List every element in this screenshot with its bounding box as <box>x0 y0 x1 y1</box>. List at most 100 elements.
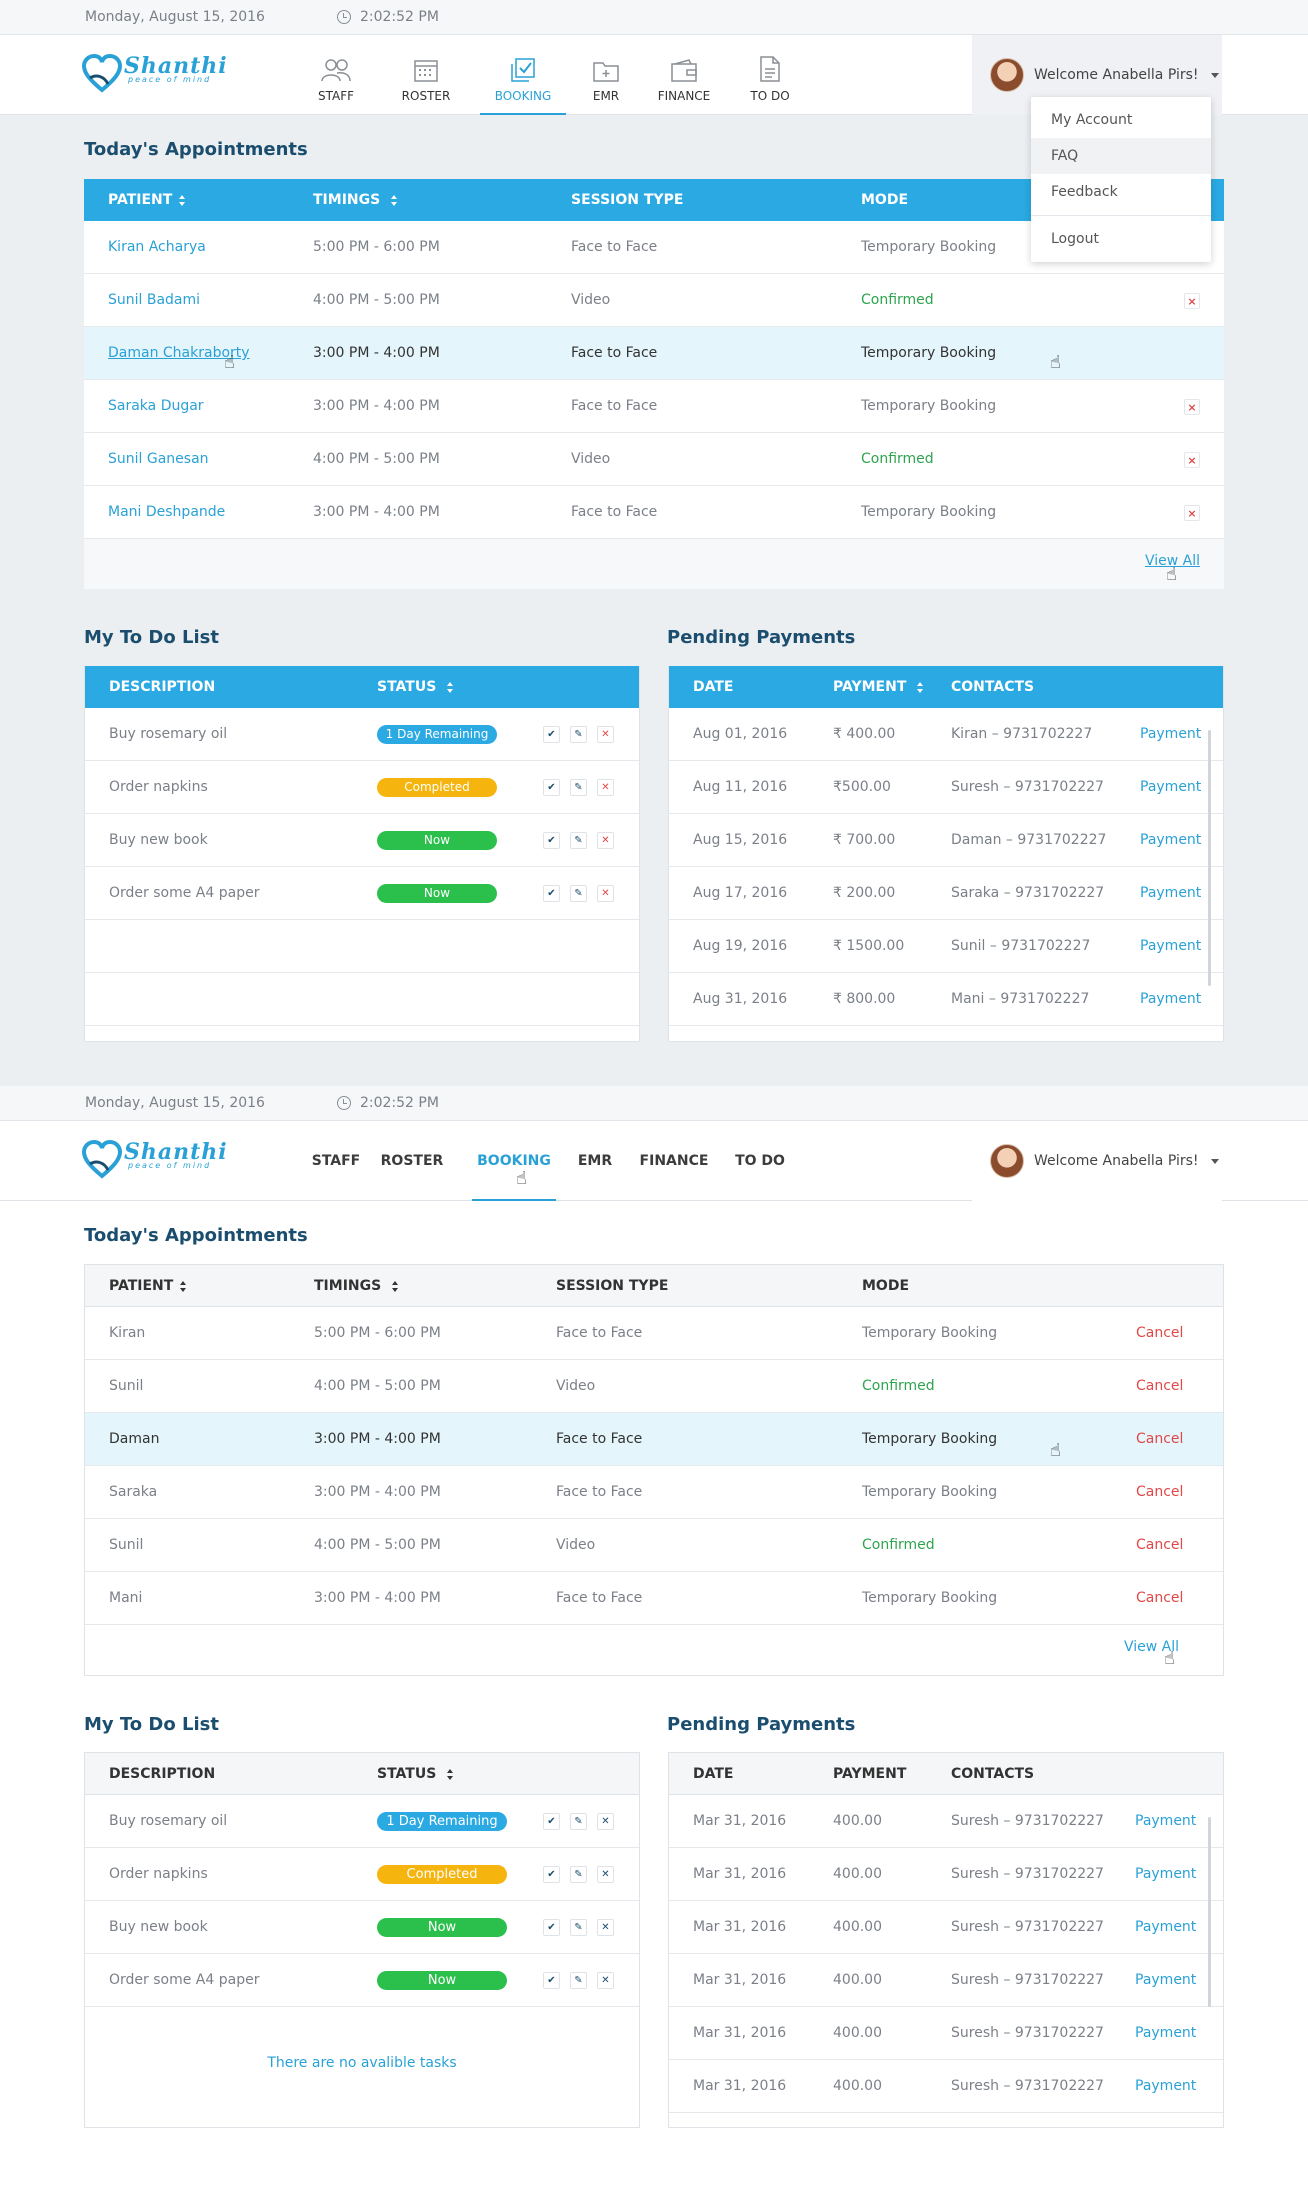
pencil-icon[interactable]: ✎ <box>570 832 587 849</box>
view-all-link[interactable]: View All <box>1123 1639 1179 1655</box>
nav-roster[interactable]: ROSTER <box>372 1121 452 1201</box>
todo-title: My To Do List <box>84 627 219 648</box>
col-label: SESSION TYPE <box>571 192 684 208</box>
cancel-link[interactable]: Cancel <box>1136 1378 1184 1394</box>
scrollbar[interactable] <box>1208 1817 1211 2007</box>
payment-link[interactable]: Payment <box>1135 2078 1197 2094</box>
payment-link[interactable]: Payment <box>1135 1813 1197 1829</box>
col-timings[interactable]: TIMINGS <box>314 1265 399 1307</box>
menu-item-logout[interactable]: Logout <box>1051 231 1099 247</box>
payment-link[interactable]: Payment <box>1135 2025 1197 2041</box>
cancel-link[interactable]: Cancel <box>1136 1537 1184 1553</box>
sort-icon <box>180 1280 187 1292</box>
patient-name[interactable]: Mani Deshpande <box>108 504 226 520</box>
nav-emr[interactable]: EMR <box>570 1121 620 1201</box>
appointment-timing: 3:00 PM - 4:00 PM <box>313 345 440 361</box>
scrollbar[interactable] <box>1208 730 1211 986</box>
payment-link[interactable]: Payment <box>1140 779 1202 795</box>
checkmark-icon[interactable]: ✔ <box>543 726 560 743</box>
logo[interactable]: Shanthi peace of mind <box>82 54 228 94</box>
patient-name[interactable]: Saraka Dugar <box>108 398 204 414</box>
cancel-link[interactable]: Cancel <box>1136 1325 1184 1341</box>
col-patient[interactable]: PATIENT <box>109 1265 187 1307</box>
nav-booking[interactable]: BOOKING <box>480 35 566 115</box>
payment-link[interactable]: Payment <box>1140 991 1202 1007</box>
patient-name[interactable]: Sunil Badami <box>108 292 201 308</box>
nav-finance[interactable]: FINANCE <box>634 1121 714 1201</box>
payment-link[interactable]: Payment <box>1140 938 1202 954</box>
nav-todo[interactable]: TO DO <box>728 1121 792 1201</box>
cancel-link[interactable]: Cancel <box>1136 1431 1184 1447</box>
patient-name[interactable]: Kiran Acharya <box>108 239 206 255</box>
delete-x-icon[interactable]: ✕ <box>597 1919 614 1936</box>
checkmark-icon[interactable]: ✔ <box>543 1919 560 1936</box>
payment-contact: Suresh – 9731702227 <box>951 779 1104 795</box>
nav-roster[interactable]: ROSTER <box>390 35 462 115</box>
col-status[interactable]: STATUS <box>377 1753 454 1795</box>
task-description: Order some A4 paper <box>109 1972 260 1988</box>
col-timings[interactable]: TIMINGS <box>313 179 398 221</box>
payment-link[interactable]: Payment <box>1140 885 1202 901</box>
col-contacts: CONTACTS <box>951 666 1034 708</box>
checkmark-icon[interactable]: ✔ <box>543 1866 560 1883</box>
checkmark-icon[interactable]: ✔ <box>543 1813 560 1830</box>
checkmark-icon[interactable]: ✔ <box>543 832 560 849</box>
pencil-icon[interactable]: ✎ <box>570 1972 587 1989</box>
checkmark-icon[interactable]: ✔ <box>543 779 560 796</box>
booking-check-icon <box>511 58 535 82</box>
menu-item-feedback[interactable]: Feedback <box>1051 184 1118 200</box>
pencil-icon[interactable]: ✎ <box>570 885 587 902</box>
nav-staff[interactable]: STAFF <box>300 35 372 115</box>
menu-item-my-account[interactable]: My Account <box>1051 112 1133 128</box>
nav-booking[interactable]: BOOKING <box>472 1121 556 1201</box>
patient-name[interactable]: Sunil Ganesan <box>108 451 209 467</box>
payment-link[interactable]: Payment <box>1140 726 1202 742</box>
cancel-link[interactable]: Cancel <box>1136 1484 1184 1500</box>
pencil-icon[interactable]: ✎ <box>570 1919 587 1936</box>
payments-title: Pending Payments <box>667 1714 856 1735</box>
pencil-icon[interactable]: ✎ <box>570 726 587 743</box>
view-all-link[interactable]: View All <box>1144 553 1200 569</box>
pencil-icon[interactable]: ✎ <box>570 1813 587 1830</box>
delete-x-icon[interactable]: ✕ <box>597 1813 614 1830</box>
payment-link[interactable]: Payment <box>1140 832 1202 848</box>
payments-header: DATE PAYMENT CONTACTS <box>669 1753 1223 1795</box>
menu-item-faq[interactable]: FAQ <box>1031 138 1211 174</box>
appointment-timing: 3:00 PM - 4:00 PM <box>313 504 440 520</box>
nav-staff[interactable]: STAFF <box>304 1121 368 1201</box>
nav-todo[interactable]: TO DO <box>742 35 798 115</box>
payment-link[interactable]: Payment <box>1135 1919 1197 1935</box>
nav-emr[interactable]: EMR <box>578 35 634 115</box>
payment-amount: 400.00 <box>833 1866 882 1882</box>
delete-x-icon[interactable]: ✕ <box>597 885 614 902</box>
delete-x-icon[interactable]: ✕ <box>597 832 614 849</box>
checkmark-icon[interactable]: ✔ <box>543 1972 560 1989</box>
patient-name[interactable]: Daman Chakraborty <box>108 345 250 361</box>
user-menu-toggle[interactable]: Welcome Anabella Pirs! <box>972 1121 1222 1201</box>
checkmark-icon[interactable]: ✔ <box>543 885 560 902</box>
delete-x-icon[interactable]: ✕ <box>597 1972 614 1989</box>
close-icon[interactable]: × <box>1184 399 1200 415</box>
delete-x-icon[interactable]: ✕ <box>597 1866 614 1883</box>
close-icon[interactable]: × <box>1184 505 1200 521</box>
col-status[interactable]: STATUS <box>377 666 454 708</box>
close-icon[interactable]: × <box>1184 293 1200 309</box>
pencil-icon[interactable]: ✎ <box>570 779 587 796</box>
status-badge: Now <box>377 1971 507 1990</box>
status-badge: Completed <box>377 778 497 797</box>
delete-x-icon[interactable]: ✕ <box>597 779 614 796</box>
delete-x-icon[interactable]: ✕ <box>597 726 614 743</box>
payment-link[interactable]: Payment <box>1135 1972 1197 1988</box>
payment-link[interactable]: Payment <box>1135 1866 1197 1882</box>
logo[interactable]: Shanthi peace of mind <box>82 1140 228 1180</box>
col-patient[interactable]: PATIENT <box>108 179 186 221</box>
booking-mode: Confirmed <box>862 1378 935 1394</box>
date-label: Monday, August 15, 2016 <box>85 9 265 25</box>
close-icon[interactable]: × <box>1184 452 1200 468</box>
avatar <box>990 58 1024 92</box>
col-payment[interactable]: PAYMENT <box>833 666 924 708</box>
nav-finance[interactable]: FINANCE <box>652 35 716 115</box>
todo-header: DESCRIPTION STATUS <box>85 666 639 708</box>
pencil-icon[interactable]: ✎ <box>570 1866 587 1883</box>
cancel-link[interactable]: Cancel <box>1136 1590 1184 1606</box>
